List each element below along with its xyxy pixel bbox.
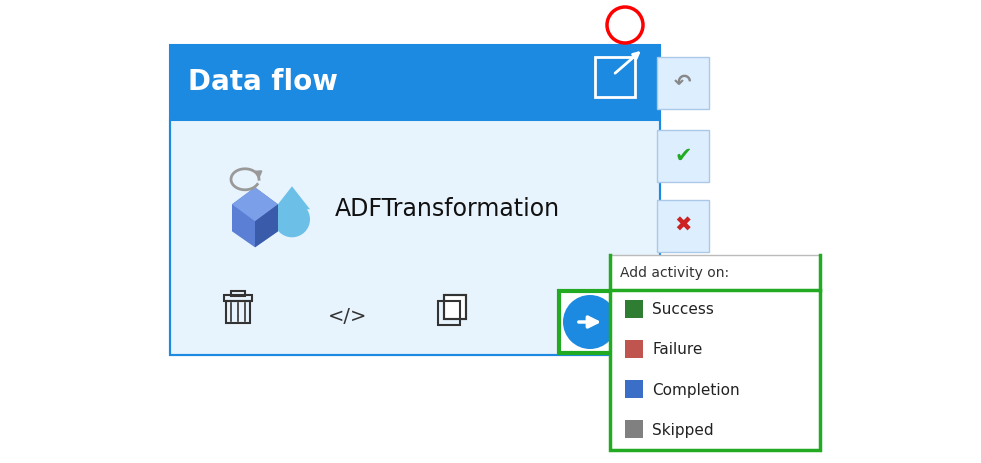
Bar bbox=[170, 45, 660, 120]
Bar bbox=[438, 301, 460, 325]
Text: Completion: Completion bbox=[652, 382, 740, 398]
Text: Data flow: Data flow bbox=[188, 69, 337, 96]
Text: ✖: ✖ bbox=[674, 216, 692, 236]
Polygon shape bbox=[274, 186, 310, 209]
Bar bbox=[170, 120, 660, 355]
Bar bbox=[657, 57, 709, 109]
Bar bbox=[226, 301, 250, 323]
Bar bbox=[231, 291, 245, 296]
Bar bbox=[625, 340, 643, 358]
Bar bbox=[170, 45, 660, 355]
Bar bbox=[559, 291, 621, 353]
Bar bbox=[625, 380, 643, 398]
Bar bbox=[595, 57, 635, 97]
Bar bbox=[657, 268, 709, 320]
Text: Failure: Failure bbox=[652, 343, 702, 357]
Text: </>: </> bbox=[329, 307, 368, 326]
Polygon shape bbox=[255, 204, 278, 247]
Text: ✔: ✔ bbox=[674, 146, 692, 166]
Bar bbox=[625, 420, 643, 438]
Circle shape bbox=[563, 295, 617, 349]
Bar bbox=[625, 300, 643, 318]
Text: Skipped: Skipped bbox=[652, 423, 713, 438]
Bar bbox=[657, 130, 709, 182]
Text: ADFTransformation: ADFTransformation bbox=[335, 197, 560, 221]
Bar bbox=[444, 295, 466, 319]
Polygon shape bbox=[232, 188, 278, 221]
Bar bbox=[610, 290, 820, 450]
Text: →: → bbox=[674, 284, 692, 304]
Text: Success: Success bbox=[652, 302, 714, 318]
Bar bbox=[444, 295, 466, 319]
Polygon shape bbox=[232, 188, 278, 247]
Bar bbox=[224, 295, 252, 301]
Bar bbox=[657, 200, 709, 252]
Bar bbox=[610, 255, 820, 290]
Text: ↶: ↶ bbox=[674, 73, 692, 93]
Circle shape bbox=[274, 201, 310, 238]
Text: Add activity on:: Add activity on: bbox=[620, 265, 729, 280]
